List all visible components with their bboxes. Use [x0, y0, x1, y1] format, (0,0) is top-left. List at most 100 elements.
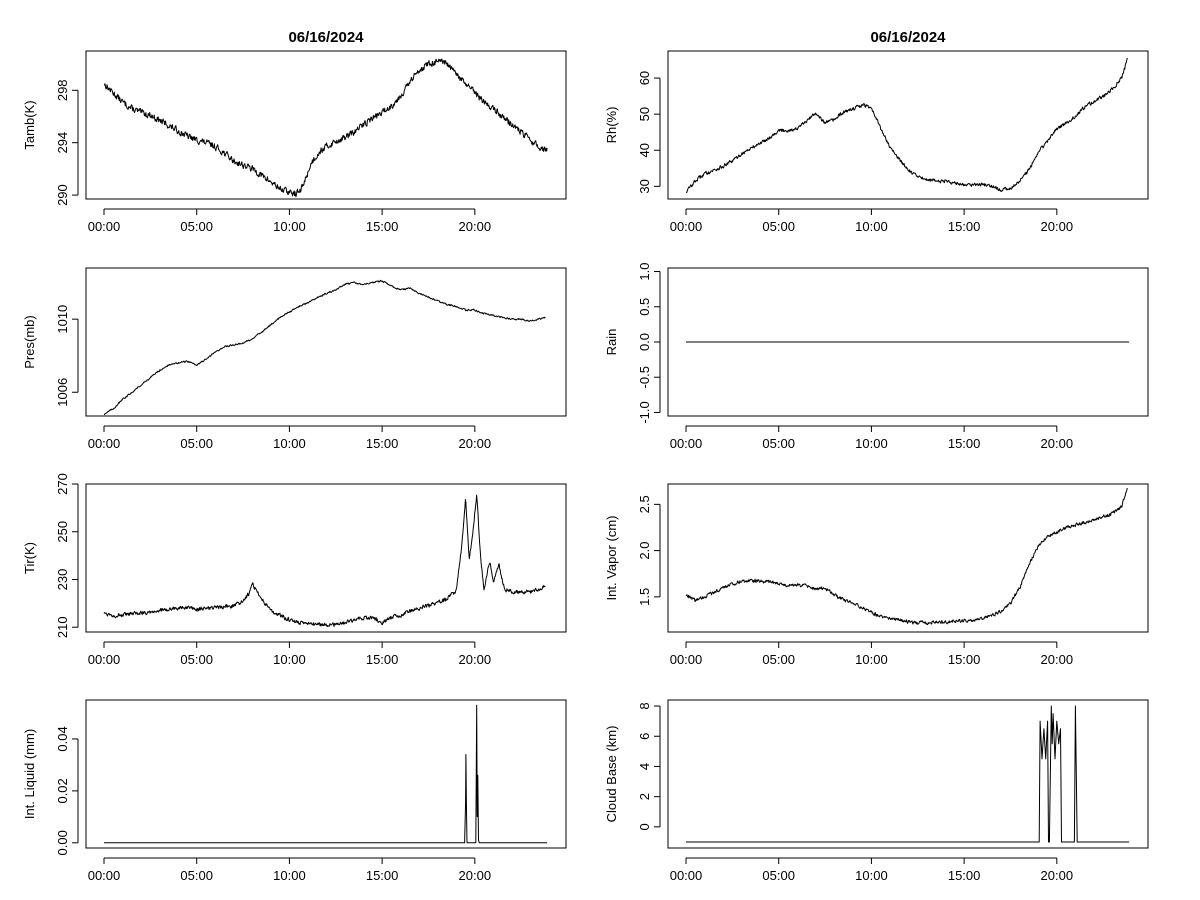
x-tick-label: 05:00 [762, 219, 795, 234]
x-tick-label: 05:00 [762, 868, 795, 883]
x-tick-label: 00:00 [670, 219, 703, 234]
y-tick-label: 2.5 [637, 495, 652, 513]
y-tick-label: 0.04 [55, 726, 70, 751]
y-tick-label: 50 [637, 107, 652, 121]
series-line-tamb [103, 58, 548, 198]
y-axis-label: Int. Liquid (mm) [22, 729, 37, 819]
y-tick-label: 1010 [55, 305, 70, 334]
panel-pres: 00:00 05:00 10:00 15:00 20:00 1006 1010 Pres(mb… [22, 267, 567, 451]
y-tick-label: 60 [637, 71, 652, 85]
series-line-rh [685, 57, 1128, 193]
plot-frame [667, 50, 1149, 200]
y-tick-label: 6 [637, 733, 652, 740]
y-tick-label: 2 [637, 793, 652, 800]
x-tick-label: 20:00 [1041, 868, 1074, 883]
x-tick-label: 15:00 [366, 652, 399, 667]
plot-frame [85, 483, 567, 633]
y-axis-label: Tamb(K) [22, 100, 37, 149]
x-tick-label: 00:00 [88, 652, 121, 667]
x-tick-label: 20:00 [459, 652, 492, 667]
x-tick-label: 05:00 [762, 436, 795, 451]
panel-rain: 00:00 05:00 10:00 15:00 20:00 -1.0 -0.5 0.0 0.5 1… [604, 262, 1149, 451]
y-tick-label: 0.02 [55, 778, 70, 803]
chart-title: 06/16/2024 [288, 29, 364, 46]
x-tick-label: 20:00 [459, 436, 492, 451]
x-tick-label: 10:00 [855, 868, 888, 883]
x-tick-label: 10:00 [855, 219, 888, 234]
x-tick-label: 00:00 [88, 219, 121, 234]
panel-rh: 06/16/2024 00:00 05:00 10:00 15:00 20:00 30 40 5… [604, 29, 1149, 234]
y-axis-label: Tir(K) [22, 542, 37, 574]
x-tick-label: 10:00 [273, 868, 306, 883]
x-tick-label: 20:00 [459, 219, 492, 234]
plot-frame [667, 267, 1149, 417]
x-tick-label: 10:00 [273, 436, 306, 451]
y-axis-label: Pres(mb) [22, 315, 37, 368]
x-tick-label: 15:00 [948, 652, 981, 667]
plot-frame [667, 699, 1149, 849]
y-axis-label: Int. Vapor (cm) [604, 515, 619, 600]
y-tick-label: 270 [55, 473, 70, 495]
y-tick-label: -1.0 [637, 401, 652, 423]
y-tick-label: 294 [55, 132, 70, 154]
y-tick-label: 210 [55, 616, 70, 638]
x-tick-label: 00:00 [670, 436, 703, 451]
y-tick-label: 30 [637, 179, 652, 193]
y-tick-label: 8 [637, 702, 652, 709]
plot-frame [667, 483, 1149, 633]
panel-cloudbase: 00:00 05:00 10:00 15:00 20:00 0 2 4 6 8 Cloud Base… [604, 699, 1149, 883]
series-line-tir [103, 494, 546, 628]
x-tick-label: 10:00 [855, 652, 888, 667]
x-tick-label: 00:00 [88, 436, 121, 451]
y-tick-label: 40 [637, 143, 652, 157]
x-tick-label: 20:00 [459, 868, 492, 883]
x-tick-label: 10:00 [273, 219, 306, 234]
y-tick-label: 0 [637, 823, 652, 830]
y-axis-label: Rain [604, 329, 619, 356]
panel-vapor: 00:00 05:00 10:00 15:00 20:00 1.5 2.0 2.5 Int. V… [604, 483, 1149, 667]
y-tick-label: 0.0 [637, 333, 652, 351]
y-axis-label: Cloud Base (km) [604, 726, 619, 823]
y-tick-label: 4 [637, 763, 652, 770]
y-tick-label: -0.5 [637, 366, 652, 388]
panel-liquid: 00:00 05:00 10:00 15:00 20:00 0.00 0.02 0.04 Int… [22, 699, 567, 883]
x-tick-label: 20:00 [1041, 219, 1074, 234]
y-tick-label: 250 [55, 521, 70, 543]
x-tick-label: 10:00 [273, 652, 306, 667]
panel-tamb: 06/16/2024 00:00 05:00 10:00 15:00 20:00 290 29… [22, 29, 567, 234]
series-line-cloudbase [686, 705, 1130, 843]
x-tick-label: 10:00 [855, 436, 888, 451]
x-tick-label: 00:00 [88, 868, 121, 883]
x-tick-label: 20:00 [1041, 652, 1074, 667]
y-tick-label: 0.5 [637, 298, 652, 316]
x-tick-label: 05:00 [762, 652, 795, 667]
chart-title: 06/16/2024 [870, 29, 946, 46]
x-tick-label: 15:00 [948, 868, 981, 883]
series-line-pres [103, 279, 546, 416]
y-tick-label: 1.0 [637, 262, 652, 280]
y-tick-label: 230 [55, 569, 70, 591]
x-tick-label: 00:00 [670, 868, 703, 883]
x-tick-label: 15:00 [366, 436, 399, 451]
x-tick-label: 05:00 [180, 436, 213, 451]
y-tick-label: 2.0 [637, 542, 652, 560]
x-tick-label: 15:00 [366, 868, 399, 883]
series-line-liquid [104, 704, 548, 844]
x-tick-label: 15:00 [948, 436, 981, 451]
y-tick-label: 1.5 [637, 588, 652, 606]
x-tick-label: 05:00 [180, 652, 213, 667]
x-tick-label: 00:00 [670, 652, 703, 667]
panel-tir: 00:00 05:00 10:00 15:00 20:00 210 230 250 270 Tir… [22, 473, 567, 667]
x-tick-label: 20:00 [1041, 436, 1074, 451]
y-tick-label: 1006 [55, 378, 70, 407]
plot-frame [85, 699, 567, 849]
series-line-vapor [685, 487, 1128, 626]
x-tick-label: 05:00 [180, 219, 213, 234]
plot-frame [85, 267, 567, 417]
x-tick-label: 05:00 [180, 868, 213, 883]
y-tick-label: 298 [55, 79, 70, 101]
y-axis-label: Rh(%) [604, 107, 619, 144]
x-tick-label: 15:00 [948, 219, 981, 234]
x-tick-label: 15:00 [366, 219, 399, 234]
